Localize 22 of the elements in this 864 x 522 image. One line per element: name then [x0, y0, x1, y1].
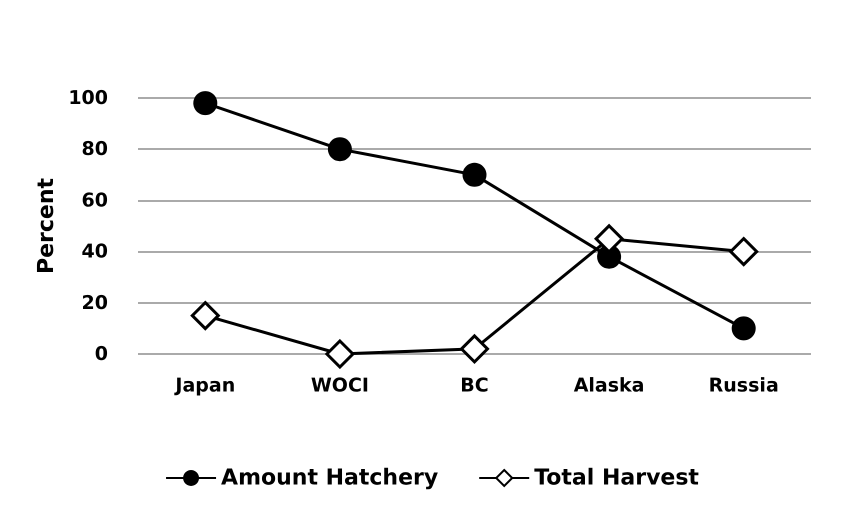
x-tick-label: BC: [460, 374, 489, 396]
y-tick-label: 100: [68, 87, 108, 109]
y-tick-label: 40: [82, 240, 108, 263]
point: [729, 237, 758, 266]
point: [732, 316, 756, 340]
point: [460, 334, 489, 364]
point: [328, 137, 352, 162]
y-tick-label: 60: [82, 189, 108, 212]
point: [190, 301, 220, 330]
point: [325, 340, 354, 368]
y-tick-label: 20: [82, 292, 108, 314]
x-tick-label: Japan: [173, 374, 236, 396]
x-tick-label: WOCI: [310, 374, 369, 396]
y-tick-label: 80: [82, 138, 108, 160]
legend-label: Total Harvest: [534, 466, 700, 490]
point: [462, 162, 486, 187]
x-tick-label: Alaska: [574, 374, 645, 396]
point: [193, 91, 218, 116]
x-tick-label: Russia: [708, 374, 779, 396]
legend-label: Amount Hatchery: [221, 466, 438, 490]
y-tick-label: 0: [94, 343, 108, 365]
y-axis-title: Percent: [34, 178, 59, 274]
